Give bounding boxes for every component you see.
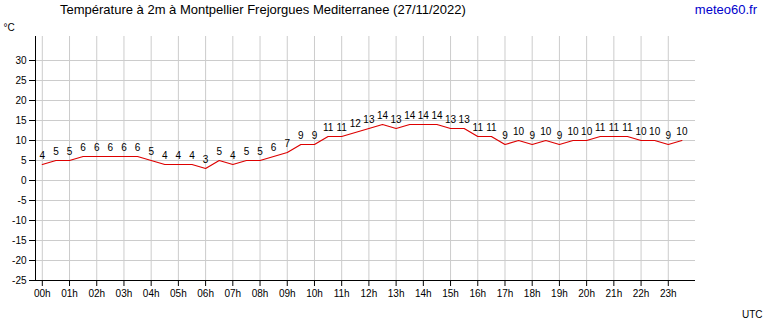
svg-text:9: 9 bbox=[529, 130, 535, 141]
svg-text:15: 15 bbox=[15, 115, 27, 126]
svg-text:0: 0 bbox=[21, 175, 27, 186]
svg-text:11: 11 bbox=[486, 122, 497, 133]
svg-text:12h: 12h bbox=[361, 288, 378, 299]
svg-text:06h: 06h bbox=[197, 288, 214, 299]
svg-text:5: 5 bbox=[67, 146, 73, 157]
svg-text:7: 7 bbox=[284, 138, 290, 149]
svg-text:-20: -20 bbox=[12, 255, 27, 266]
svg-text:9: 9 bbox=[298, 130, 304, 141]
svg-text:08h: 08h bbox=[252, 288, 269, 299]
html-text:meteo60.fr: meteo60.fr bbox=[694, 2, 757, 17]
svg-text:13: 13 bbox=[445, 114, 457, 125]
svg-text:17h: 17h bbox=[497, 288, 514, 299]
svg-text:07h: 07h bbox=[224, 288, 241, 299]
svg-text:20: 20 bbox=[15, 95, 27, 106]
svg-text:23h: 23h bbox=[660, 288, 677, 299]
svg-text:00h: 00h bbox=[34, 288, 51, 299]
svg-text:11: 11 bbox=[336, 122, 347, 133]
svg-text:9: 9 bbox=[666, 130, 672, 141]
svg-text:4: 4 bbox=[40, 150, 46, 161]
svg-text:21h: 21h bbox=[606, 288, 623, 299]
svg-text:UTC: UTC bbox=[742, 309, 763, 320]
svg-text:6: 6 bbox=[94, 142, 100, 153]
svg-text:04h: 04h bbox=[143, 288, 160, 299]
svg-text:5: 5 bbox=[244, 146, 250, 157]
svg-text:13: 13 bbox=[363, 114, 375, 125]
svg-text:11h: 11h bbox=[334, 288, 350, 299]
svg-text:13: 13 bbox=[391, 114, 403, 125]
svg-text:14: 14 bbox=[418, 110, 430, 121]
svg-text:10: 10 bbox=[513, 126, 525, 137]
svg-text:11: 11 bbox=[323, 122, 334, 133]
svg-text:9: 9 bbox=[557, 130, 563, 141]
svg-text:4: 4 bbox=[176, 150, 182, 161]
svg-text:10: 10 bbox=[636, 126, 648, 137]
svg-text:6: 6 bbox=[135, 142, 141, 153]
svg-text:5: 5 bbox=[216, 146, 222, 157]
svg-text:12: 12 bbox=[350, 118, 362, 129]
svg-text:°C: °C bbox=[4, 22, 15, 33]
svg-text:20h: 20h bbox=[578, 288, 595, 299]
svg-text:-25: -25 bbox=[12, 275, 27, 286]
svg-text:9: 9 bbox=[502, 130, 508, 141]
svg-text:14: 14 bbox=[431, 110, 443, 121]
svg-text:11: 11 bbox=[622, 122, 633, 133]
svg-text:02h: 02h bbox=[88, 288, 105, 299]
svg-text:03h: 03h bbox=[116, 288, 133, 299]
svg-text:11: 11 bbox=[473, 122, 484, 133]
svg-text:9: 9 bbox=[312, 130, 318, 141]
html-text:Température à 2m à Montpellier: Température à 2m à Montpellier Frejorgue… bbox=[60, 2, 466, 17]
svg-text:10: 10 bbox=[540, 126, 552, 137]
svg-text:10: 10 bbox=[649, 126, 661, 137]
svg-text:3: 3 bbox=[203, 154, 209, 165]
svg-text:-15: -15 bbox=[12, 235, 27, 246]
svg-text:05h: 05h bbox=[170, 288, 187, 299]
svg-text:16h: 16h bbox=[469, 288, 486, 299]
svg-text:15h: 15h bbox=[442, 288, 459, 299]
svg-text:4: 4 bbox=[162, 150, 168, 161]
svg-text:14: 14 bbox=[377, 110, 389, 121]
svg-text:6: 6 bbox=[80, 142, 86, 153]
svg-text:09h: 09h bbox=[279, 288, 296, 299]
svg-text:13h: 13h bbox=[388, 288, 405, 299]
svg-text:5: 5 bbox=[257, 146, 263, 157]
svg-text:14h: 14h bbox=[415, 288, 432, 299]
svg-text:6: 6 bbox=[121, 142, 127, 153]
svg-text:10: 10 bbox=[567, 126, 579, 137]
svg-text:11: 11 bbox=[595, 122, 606, 133]
svg-text:01h: 01h bbox=[61, 288, 78, 299]
svg-text:19h: 19h bbox=[551, 288, 568, 299]
svg-text:10: 10 bbox=[676, 126, 688, 137]
svg-text:4: 4 bbox=[230, 150, 236, 161]
svg-text:22h: 22h bbox=[633, 288, 650, 299]
svg-text:6: 6 bbox=[108, 142, 114, 153]
svg-text:4: 4 bbox=[189, 150, 195, 161]
svg-text:30: 30 bbox=[15, 55, 27, 66]
svg-text:6: 6 bbox=[271, 142, 277, 153]
svg-text:11: 11 bbox=[609, 122, 620, 133]
svg-text:10: 10 bbox=[581, 126, 593, 137]
svg-text:14: 14 bbox=[404, 110, 416, 121]
svg-text:5: 5 bbox=[21, 155, 27, 166]
svg-text:25: 25 bbox=[15, 75, 27, 86]
svg-text:5: 5 bbox=[53, 146, 59, 157]
svg-text:13: 13 bbox=[459, 114, 471, 125]
svg-text:10h: 10h bbox=[306, 288, 323, 299]
svg-text:-10: -10 bbox=[12, 215, 27, 226]
svg-text:10: 10 bbox=[15, 135, 27, 146]
svg-text:-5: -5 bbox=[18, 195, 27, 206]
svg-text:5: 5 bbox=[148, 146, 154, 157]
svg-text:18h: 18h bbox=[524, 288, 541, 299]
